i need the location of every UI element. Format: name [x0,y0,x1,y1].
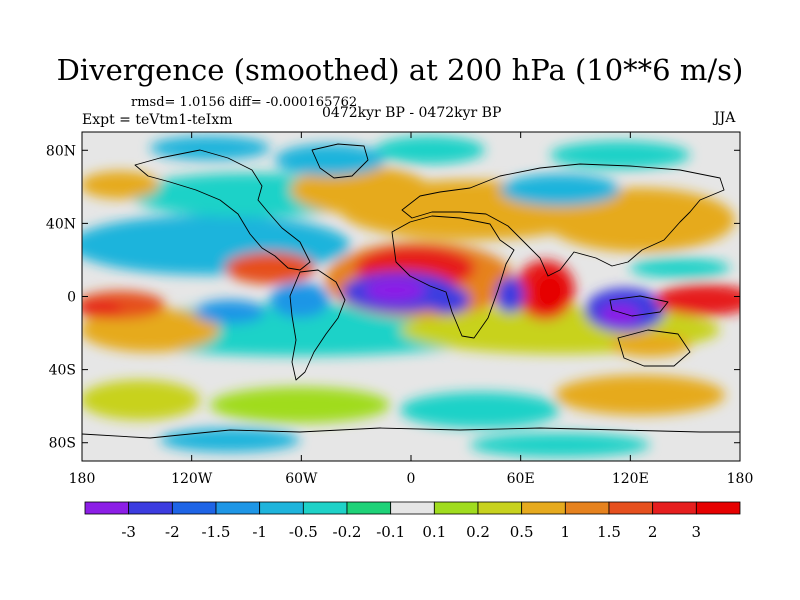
north-america-outline [134,149,311,271]
lon-tick-label: 120W [171,471,213,487]
plot-title: Divergence (smoothed) at 200 hPa (10**6 … [56,53,744,87]
colorbar-swatch [564,501,610,515]
colorbar-label: -0.2 [333,523,362,541]
period-label: 0472kyr BP - 0472kyr BP [322,105,502,121]
colorbar-label: -0.5 [289,523,318,541]
colorbar-label: 0.1 [422,523,446,541]
contour-blobs [82,136,740,457]
south-america-outline [289,269,346,381]
colorbar-swatch [521,501,566,515]
lat-tick-label: 80N [46,143,76,159]
colorbar-label: 2 [648,523,658,541]
colorbar-label: 0.2 [466,523,490,541]
colorbar-swatch [477,501,523,515]
colorbar-swatch [695,501,741,515]
eurasia-outline [401,163,725,277]
antarctica-outline [82,427,740,439]
colorbar-label: -0.1 [376,523,405,541]
lon-tick-label: 180 [69,471,96,487]
colorbar-swatch [128,501,173,515]
colorbar-label: -1 [252,523,267,541]
stats-label: rmsd= 1.0156 diff= -0.000165762 [131,95,358,110]
colorbar-label: 3 [692,523,702,541]
colorbar-label: 0.5 [510,523,534,541]
colorbar-swatch [346,501,392,515]
lat-tick-label: 40S [49,363,76,379]
colorbar-label: 1 [561,523,571,541]
greenland-outline [311,143,369,179]
australia-outline [617,329,691,367]
colorbar-label: -2 [165,523,180,541]
lon-tick-label: 60W [285,471,318,487]
colorbar-label: -1.5 [202,523,231,541]
lon-tick-label: 0 [407,471,416,487]
colorbar-swatch [390,501,435,515]
maritime-continent-outline [609,295,669,317]
lon-tick-label: 180 [727,471,754,487]
divergence-field [82,132,740,461]
lat-tick-label: 80S [49,436,76,452]
africa-outline [391,215,515,339]
lat-tick-label: 40N [46,216,76,232]
season-label: JJA [714,110,736,126]
lat-tick-label: 0 [67,290,76,306]
colorbar-swatch [171,501,217,515]
colorbar-swatch [433,501,479,515]
colorbar: -3 -2 -1.5 -1 -0.5 -0.2 -0.1 0.1 0.2 0.5 1 1.5 2 3 [84,501,741,541]
colorbar-swatch [302,501,348,515]
colorbar-swatch [259,501,304,515]
latitude-axis: 80N 40N 0 40S 80S [46,143,740,452]
experiment-label: Expt = teVtm1-teIxm [82,112,233,128]
colorbar-swatch [652,501,697,515]
colorbar-label: 1.5 [597,523,621,541]
coastlines [82,143,740,439]
colorbar-swatch [215,501,261,515]
lon-tick-label: 60E [507,471,535,487]
lon-tick-label: 120E [612,471,649,487]
colorbar-swatch [608,501,654,515]
colorbar-swatch [84,501,130,515]
colorbar-label: -3 [121,523,136,541]
longitude-axis: 180 120W 60W 0 60E 120E 180 [69,132,754,487]
